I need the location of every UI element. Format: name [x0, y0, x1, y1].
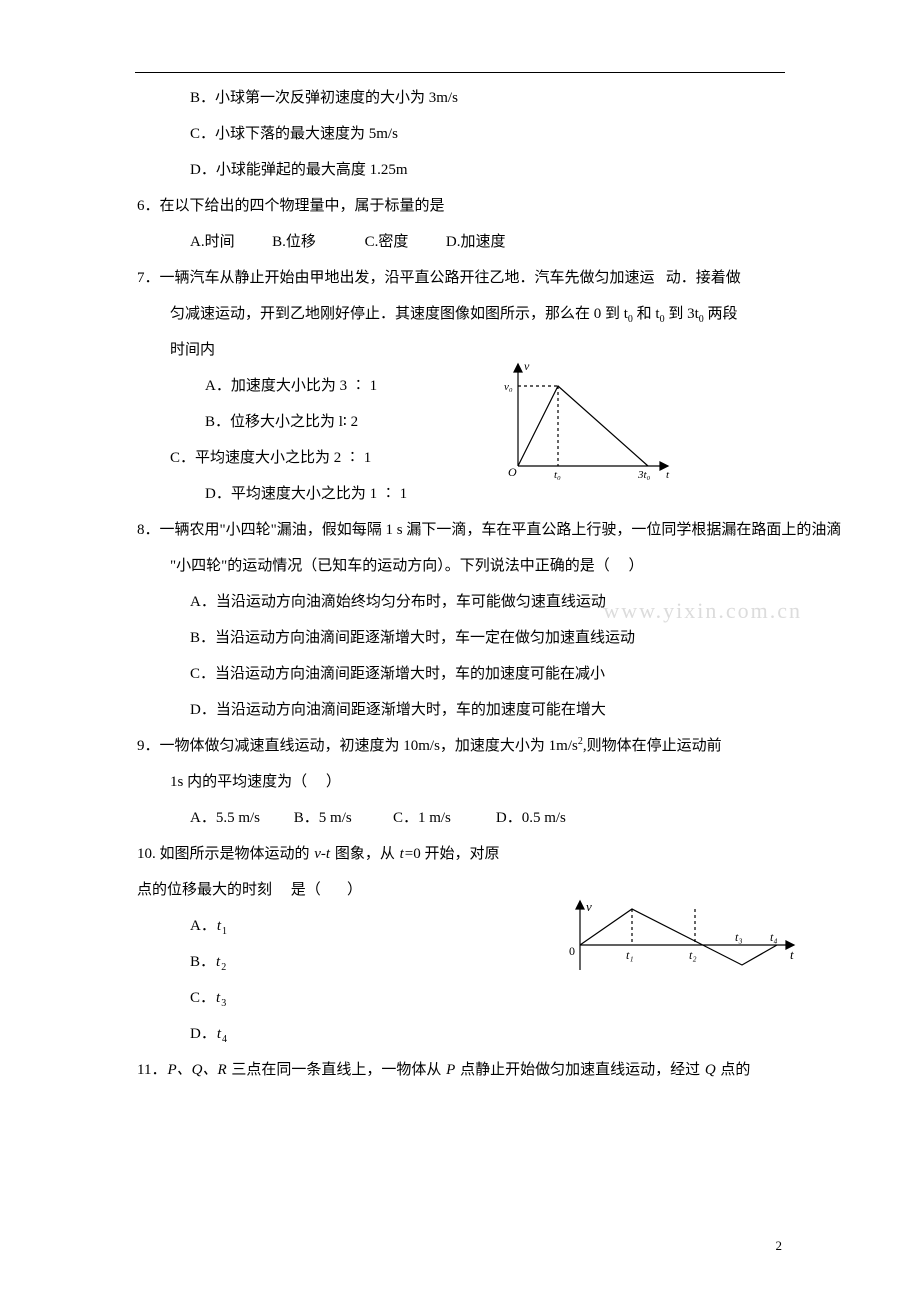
q10-stem-2: 点的位移最大的时刻 是（ ）	[135, 872, 815, 908]
q6-b: B.位移	[272, 234, 316, 250]
q10-b-sub: 2	[221, 962, 226, 973]
q7-option-b: B．位移大小之比为 l∶ 2	[135, 404, 815, 440]
q6-c: C.密度	[365, 234, 409, 250]
q8-option-b: B．当沿运动方向油滴间距逐渐增大时，车一定在做匀加速直线运动	[135, 620, 815, 656]
q11-rest: 三点在同一条直线上，一物体从	[228, 1062, 446, 1078]
q11-p: P	[445, 1062, 456, 1078]
q9-stem-1a: 9．一物体做匀减速直线运动，初速度为 10m/s，加速度大小为 1m/s	[137, 738, 578, 754]
q7-stem-2a: 匀减速运动，开到乙地刚好停止．其速度图像如图所示，那么在 0 到 t	[170, 306, 628, 322]
q8-option-d: D．当沿运动方向油滴间距逐渐增大时，车的加速度可能在增大	[135, 692, 815, 728]
q10-option-a: A．t1	[135, 908, 815, 944]
q10-vt: v-t	[313, 846, 331, 862]
q5-option-c: C．小球下落的最大速度为 5m/s	[135, 116, 815, 152]
q7-stem-2c: 到 3t	[665, 306, 699, 322]
q9-stem-1b: ,则物体在停止运动前	[583, 738, 722, 754]
q9-a: A．5.5 m/s	[190, 810, 260, 826]
q10-option-c: C．t3	[135, 980, 815, 1016]
q7-stem-1: 7．一辆汽车从静止开始由甲地出发，沿平直公路开往乙地．汽车先做匀加速运 动．接着…	[135, 260, 815, 296]
q5-option-d: D．小球能弹起的最大高度 1.25m	[135, 152, 815, 188]
q6-a: A.时间	[190, 234, 235, 250]
q10-c-label: C．	[190, 990, 215, 1006]
q7-option-c: C．平均速度大小之比为 2 ∶ 1	[135, 440, 815, 476]
q6-d: D.加速度	[446, 234, 506, 250]
q11-num: 11．	[137, 1062, 166, 1078]
q7-stem-2b: 和 t	[633, 306, 660, 322]
q10-option-b: B．t2	[135, 944, 815, 980]
q6-options-row: A.时间 B.位移 C.密度 D.加速度	[135, 224, 815, 260]
q7-stem-3: 时间内	[135, 332, 815, 368]
q7-option-a: A．加速度大小比为 3 ∶ 1	[135, 368, 815, 404]
q8-stem-1: 8．一辆农用"小四轮"漏油，假如每隔 1 s 漏下一滴，车在平直公路上行驶，一位…	[135, 512, 815, 548]
q8-option-a: A．当沿运动方向油滴始终均匀分布时，车可能做匀速直线运动	[135, 584, 815, 620]
q9-stem-1: 9．一物体做匀减速直线运动，初速度为 10m/s，加速度大小为 1m/s2,则物…	[135, 728, 815, 764]
q8-option-c: C．当沿运动方向油滴间距逐渐增大时，车的加速度可能在减小	[135, 656, 815, 692]
q9-b: B．5 m/s	[294, 810, 352, 826]
q10-stem-1: 10. 如图所示是物体运动的 v-t 图象，从 t=0 开始，对原	[135, 836, 815, 872]
q7-option-d: D．平均速度大小之比为 1 ∶ 1	[135, 476, 815, 512]
q10-d-label: D．	[190, 1026, 216, 1042]
q10-stem-1c: 图象，从	[331, 846, 399, 862]
q10-a-label: A．	[190, 918, 216, 934]
q9-stem-2: 1s 内的平均速度为（ ）	[135, 764, 815, 800]
q6-stem: 6．在以下给出的四个物理量中，属于标量的是	[135, 188, 815, 224]
q11-stem: 11．P、Q、R 三点在同一条直线上，一物体从 P 点静止开始做匀加速直线运动，…	[135, 1052, 815, 1088]
q10-d-sub: 4	[222, 1034, 227, 1045]
q10-stem-1e: =0 开始，对原	[405, 846, 500, 862]
q11-q: Q	[704, 1062, 717, 1078]
q10-b-label: B．	[190, 954, 215, 970]
q8-stem-2: "小四轮"的运动情况（已知车的运动方向）。下列说法中正确的是（ ）	[135, 548, 815, 584]
q7-stem-2: 匀减速运动，开到乙地刚好停止．其速度图像如图所示，那么在 0 到 t0 和 t0…	[135, 296, 815, 332]
page-body: B．小球第一次反弹初速度的大小为 3m/s C．小球下落的最大速度为 5m/s …	[135, 80, 815, 1088]
page-number: 2	[776, 1238, 783, 1254]
q10-a-sub: 1	[222, 926, 227, 937]
q10-stem-1a: 10. 如图所示是物体运动的	[137, 846, 313, 862]
q10-c-sub: 3	[221, 998, 226, 1009]
q11-rest3: 点的	[717, 1062, 751, 1078]
q10-option-d: D．t4	[135, 1016, 815, 1052]
q11-rest2: 点静止开始做匀加速直线运动，经过	[456, 1062, 704, 1078]
q9-c: C．1 m/s	[393, 810, 451, 826]
header-rule	[135, 72, 785, 73]
q7-stem-2d: 两段	[704, 306, 738, 322]
q9-d: D．0.5 m/s	[496, 810, 566, 826]
q11-pqr: P、Q、R	[166, 1062, 227, 1078]
q5-option-b: B．小球第一次反弹初速度的大小为 3m/s	[135, 80, 815, 116]
q9-options-row: A．5.5 m/s B．5 m/s C．1 m/s D．0.5 m/s	[135, 800, 815, 836]
